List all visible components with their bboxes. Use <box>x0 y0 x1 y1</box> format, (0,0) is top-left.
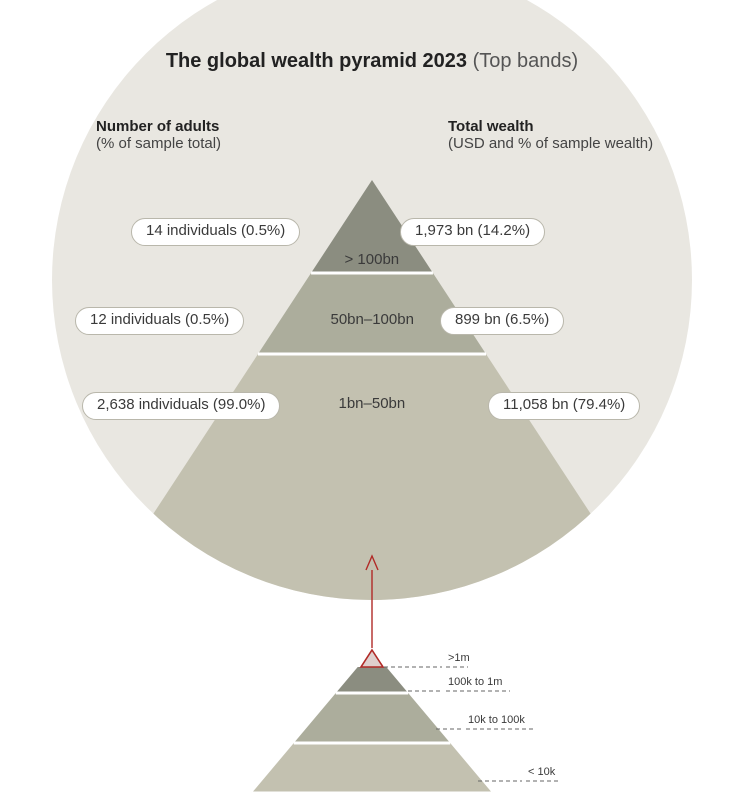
title-light: (Top bands) <box>467 50 578 72</box>
pill-right-1-50bn: 11,058 bn (79.4%) <box>488 392 640 420</box>
band-label-over-100bn: > 100bn <box>345 251 400 268</box>
band-label-1-50bn: 1bn–50bn <box>339 395 406 412</box>
mini-label-3: < 10k <box>528 766 555 778</box>
chart-title: The global wealth pyramid 2023 (Top band… <box>0 50 744 73</box>
mini-label-0: >1m <box>448 652 470 664</box>
pill-left-50-100bn: 12 individuals (0.5%) <box>75 307 244 335</box>
pill-left-over-100bn: 14 individuals (0.5%) <box>131 218 300 246</box>
header-left-line1: Number of adults <box>96 118 221 135</box>
header-total-wealth: Total wealth (USD and % of sample wealth… <box>448 118 653 152</box>
pill-left-1-50bn: 2,638 individuals (99.0%) <box>82 392 280 420</box>
header-left-line2: (% of sample total) <box>96 135 221 152</box>
mini-label-2: 10k to 100k <box>468 714 525 726</box>
header-right-line1: Total wealth <box>448 118 653 135</box>
pill-right-over-100bn: 1,973 bn (14.2%) <box>400 218 545 246</box>
pill-right-50-100bn: 899 bn (6.5%) <box>440 307 564 335</box>
header-number-of-adults: Number of adults (% of sample total) <box>96 118 221 152</box>
band-label-50-100bn: 50bn–100bn <box>331 311 414 328</box>
header-right-line2: (USD and % of sample wealth) <box>448 135 653 152</box>
wealth-pyramid-infographic: The global wealth pyramid 2023 (Top band… <box>0 0 744 807</box>
title-bold: The global wealth pyramid 2023 <box>166 50 467 72</box>
mini-label-1: 100k to 1m <box>448 676 502 688</box>
